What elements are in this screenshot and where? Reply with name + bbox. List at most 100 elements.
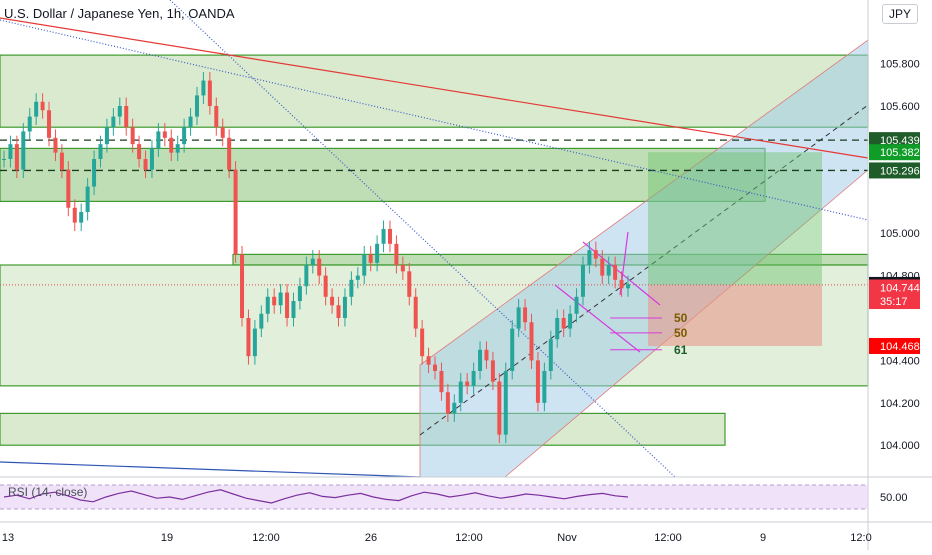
candle-body: [336, 305, 341, 318]
x-tick-label: 12:00: [654, 532, 682, 544]
candle-body: [580, 265, 585, 297]
candle-body: [246, 318, 251, 357]
candle-body: [542, 371, 547, 403]
candle-body: [92, 159, 97, 187]
bottom-zone: [0, 412, 726, 446]
candle-body: [503, 371, 508, 435]
chart-title: U.S. Dollar / Japanese Yen, 1h, OANDA: [4, 6, 235, 21]
candle-body: [368, 254, 373, 263]
candle-body: [478, 349, 483, 371]
x-tick-label: 12:0: [850, 532, 871, 544]
x-tick-label: 9: [760, 532, 766, 544]
candle-body: [53, 137, 58, 153]
candle-body: [626, 284, 630, 289]
candle-body: [375, 243, 380, 263]
candle-body: [98, 144, 103, 159]
y-tick-label: 105.800: [880, 59, 920, 71]
candle-body: [188, 116, 193, 128]
candle-body: [510, 328, 515, 371]
y-tick-label: 104.200: [880, 398, 920, 410]
candle-body: [124, 106, 129, 128]
candle-body: [72, 207, 77, 223]
y-tick-label: 104.000: [880, 440, 920, 452]
red-trendline: [0, 17, 869, 159]
candle-body: [304, 265, 309, 287]
candle-body: [85, 186, 90, 212]
price-tag-label: 105.439: [880, 135, 920, 147]
y-tick-label: 105.000: [880, 228, 920, 240]
mid-zone: [0, 147, 766, 202]
candle-body: [613, 265, 618, 280]
candle-body: [130, 127, 135, 145]
candle-body: [413, 296, 418, 329]
candle-body: [407, 271, 412, 297]
candle-body: [252, 328, 257, 357]
price-tag-label: 104.468: [880, 341, 920, 353]
candle-body: [175, 144, 180, 153]
candle-body: [317, 258, 322, 276]
fib-label-3: 61: [674, 343, 688, 357]
candle-body: [220, 127, 225, 138]
x-tick-label: 13: [2, 532, 14, 544]
candle-body: [27, 116, 32, 132]
candle-body: [21, 131, 26, 170]
price-tag-bg: [869, 144, 920, 161]
upper-supply-zone: [0, 54, 869, 128]
currency-button[interactable]: JPY: [882, 4, 918, 24]
candle-body: [535, 360, 540, 403]
x-tick-label: 12:00: [455, 532, 483, 544]
candle-body: [445, 392, 450, 414]
candle-body: [149, 148, 154, 170]
candle-body: [548, 339, 553, 371]
fib-label-1: 50: [674, 311, 688, 325]
candle-body: [555, 318, 560, 340]
candle-body: [117, 106, 122, 117]
candle-body: [523, 307, 528, 323]
candle-body: [606, 265, 611, 276]
candle-body: [458, 381, 463, 403]
candle-body: [452, 402, 457, 414]
candle-body: [433, 364, 438, 371]
position-target-box: [648, 152, 822, 285]
candle-body: [484, 349, 489, 361]
candle-body: [259, 313, 264, 329]
candle-body: [169, 137, 174, 153]
price-tag-bg: [869, 293, 920, 310]
candle-body: [265, 296, 270, 314]
candle-body: [497, 381, 502, 435]
candle-body: [439, 371, 444, 393]
x-tick-label: 12:00: [252, 532, 280, 544]
candle-body: [8, 144, 13, 159]
candle-body: [465, 381, 470, 386]
candle-body: [137, 144, 142, 159]
candle-body: [471, 371, 476, 386]
y-tick-label: 104.400: [880, 355, 920, 367]
candle-body: [330, 296, 335, 306]
price-tag-label: 104.744: [880, 282, 920, 294]
candle-body: [79, 212, 84, 223]
candle-body: [2, 159, 6, 160]
price-tag-bg: [869, 279, 920, 296]
candle-body: [291, 301, 296, 318]
rsi-tick-label: 50.00: [880, 492, 908, 504]
candle-body: [323, 275, 328, 297]
candle-body: [400, 265, 405, 272]
candle-body: [278, 292, 283, 306]
position-stop-box: [648, 284, 822, 346]
candle-body: [162, 131, 167, 138]
candle-body: [201, 80, 206, 96]
price-tag-bg: [869, 337, 920, 354]
candle-body: [529, 322, 534, 361]
candle-body: [516, 307, 521, 329]
wedge-lower-line: [554, 284, 641, 353]
candle-body: [420, 328, 425, 357]
candle-body: [381, 228, 386, 244]
candle-body: [342, 296, 347, 318]
candle-body: [40, 101, 45, 111]
candle-body: [227, 137, 232, 170]
candle-body: [310, 258, 315, 265]
candle-body: [182, 127, 187, 145]
candle-body: [111, 116, 116, 128]
